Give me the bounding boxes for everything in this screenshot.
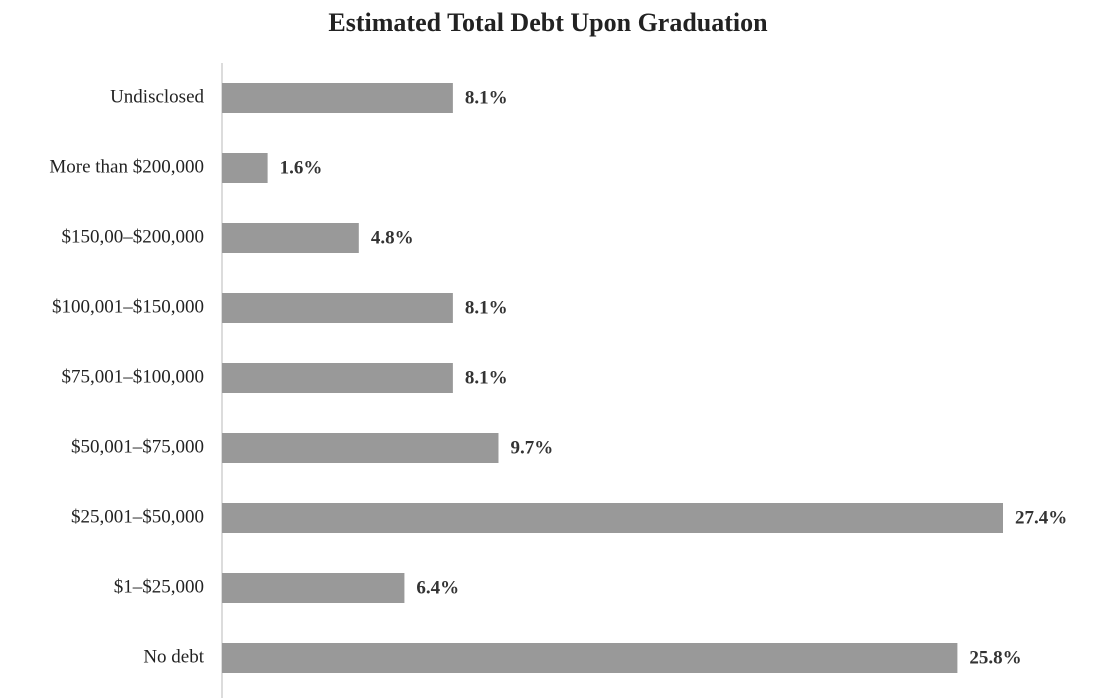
bar bbox=[222, 363, 453, 393]
data-label: 9.7% bbox=[510, 437, 553, 458]
data-label: 8.1% bbox=[465, 297, 508, 318]
bar bbox=[222, 433, 499, 463]
y-tick-label: More than $200,000 bbox=[49, 156, 204, 177]
y-tick-label: No debt bbox=[143, 646, 204, 667]
y-tick-label: $25,001–$50,000 bbox=[71, 506, 204, 527]
chart-title: Estimated Total Debt Upon Graduation bbox=[328, 8, 768, 37]
bar bbox=[222, 503, 1003, 533]
data-label: 27.4% bbox=[1015, 507, 1067, 528]
y-tick-label: $75,001–$100,000 bbox=[62, 366, 205, 387]
bar bbox=[222, 293, 453, 323]
data-label: 8.1% bbox=[465, 87, 508, 108]
data-label: 1.6% bbox=[280, 157, 323, 178]
y-tick-label: Undisclosed bbox=[110, 86, 204, 107]
bar bbox=[222, 83, 453, 113]
y-tick-label: $50,001–$75,000 bbox=[71, 436, 204, 457]
y-tick-label: $100,001–$150,000 bbox=[52, 296, 204, 317]
data-label: 4.8% bbox=[371, 227, 414, 248]
y-tick-label: $150,00–$200,000 bbox=[62, 226, 205, 247]
bar bbox=[222, 223, 359, 253]
data-label: 25.8% bbox=[969, 647, 1021, 668]
bar bbox=[222, 643, 958, 673]
bar bbox=[222, 153, 268, 183]
data-label: 6.4% bbox=[416, 577, 459, 598]
data-label: 8.1% bbox=[465, 367, 508, 388]
y-tick-label: $1–$25,000 bbox=[114, 576, 204, 597]
bar bbox=[222, 573, 405, 603]
